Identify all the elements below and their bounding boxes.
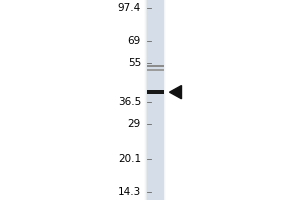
Bar <box>147 90 164 94</box>
Bar <box>147 65 164 67</box>
Bar <box>164 0 166 200</box>
Bar <box>146 0 147 200</box>
Text: 69: 69 <box>128 36 141 46</box>
Bar <box>145 0 147 200</box>
Polygon shape <box>169 86 181 99</box>
Bar <box>147 0 164 200</box>
Text: 14.3: 14.3 <box>118 187 141 197</box>
Bar <box>144 0 147 200</box>
Text: 55: 55 <box>128 58 141 68</box>
Bar <box>164 0 165 200</box>
Text: 97.4: 97.4 <box>118 3 141 13</box>
Bar <box>147 69 164 71</box>
Text: 20.1: 20.1 <box>118 154 141 164</box>
Text: 29: 29 <box>128 119 141 129</box>
Text: 36.5: 36.5 <box>118 97 141 107</box>
